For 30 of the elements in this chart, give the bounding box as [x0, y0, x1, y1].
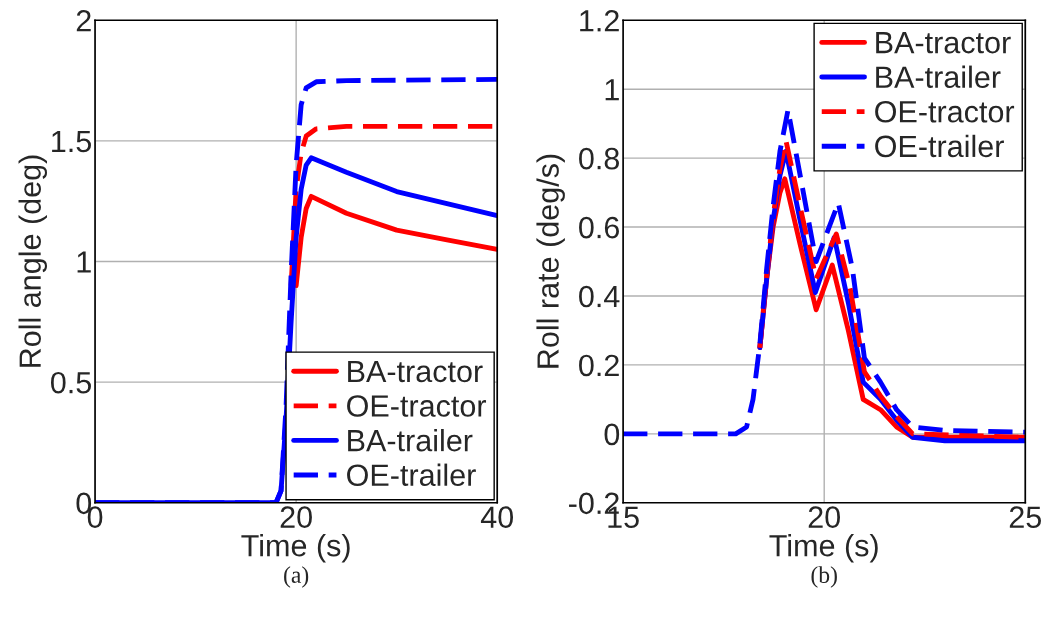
y-tick-label: 1.2 [580, 10, 619, 32]
legend-label: OE-trailer [347, 463, 476, 487]
y-tick-label: 1.5 [52, 130, 91, 153]
x-tick-label: 20 [280, 506, 312, 528]
y-tick-label: 1 [77, 251, 91, 273]
line-series [293, 193, 498, 289]
legend-label: BA-tractor [348, 360, 483, 383]
y-tick-label: 0.2 [579, 354, 619, 377]
legend-label: BA-trailer [876, 65, 1001, 89]
x-tick-label: 25 [1009, 506, 1042, 528]
y-tick-label: 0.4 [579, 285, 620, 308]
x-tick-label: 40 [480, 506, 514, 528]
x-tick-label: 20 [808, 506, 840, 528]
legend-label: OE-tractor [347, 395, 487, 417]
x-axis-title: Time (s) [769, 534, 878, 563]
y-axis-title: Roll rate (deg/s) [536, 154, 565, 368]
y-axis-title: Roll angle (deg) [18, 155, 48, 367]
y-tick-label: 1 [605, 79, 619, 101]
text: (b) [811, 566, 837, 588]
y-tick-label: 0.5 [50, 371, 91, 394]
y-tick-label: 0.8 [579, 147, 619, 170]
legend-label: OE-trailer [875, 134, 1004, 158]
legend-label: OE-tractor [875, 100, 1015, 123]
y-tick-label: 2 [76, 10, 91, 32]
text: (a) [284, 566, 309, 588]
x-axis-title: Time (s) [241, 534, 350, 563]
y-tick-label: 0 [604, 423, 620, 446]
legend-label: BA-tractor [876, 32, 1011, 54]
y-tick-label: 0.6 [579, 216, 619, 239]
legend-label: BA-trailer [348, 428, 473, 452]
